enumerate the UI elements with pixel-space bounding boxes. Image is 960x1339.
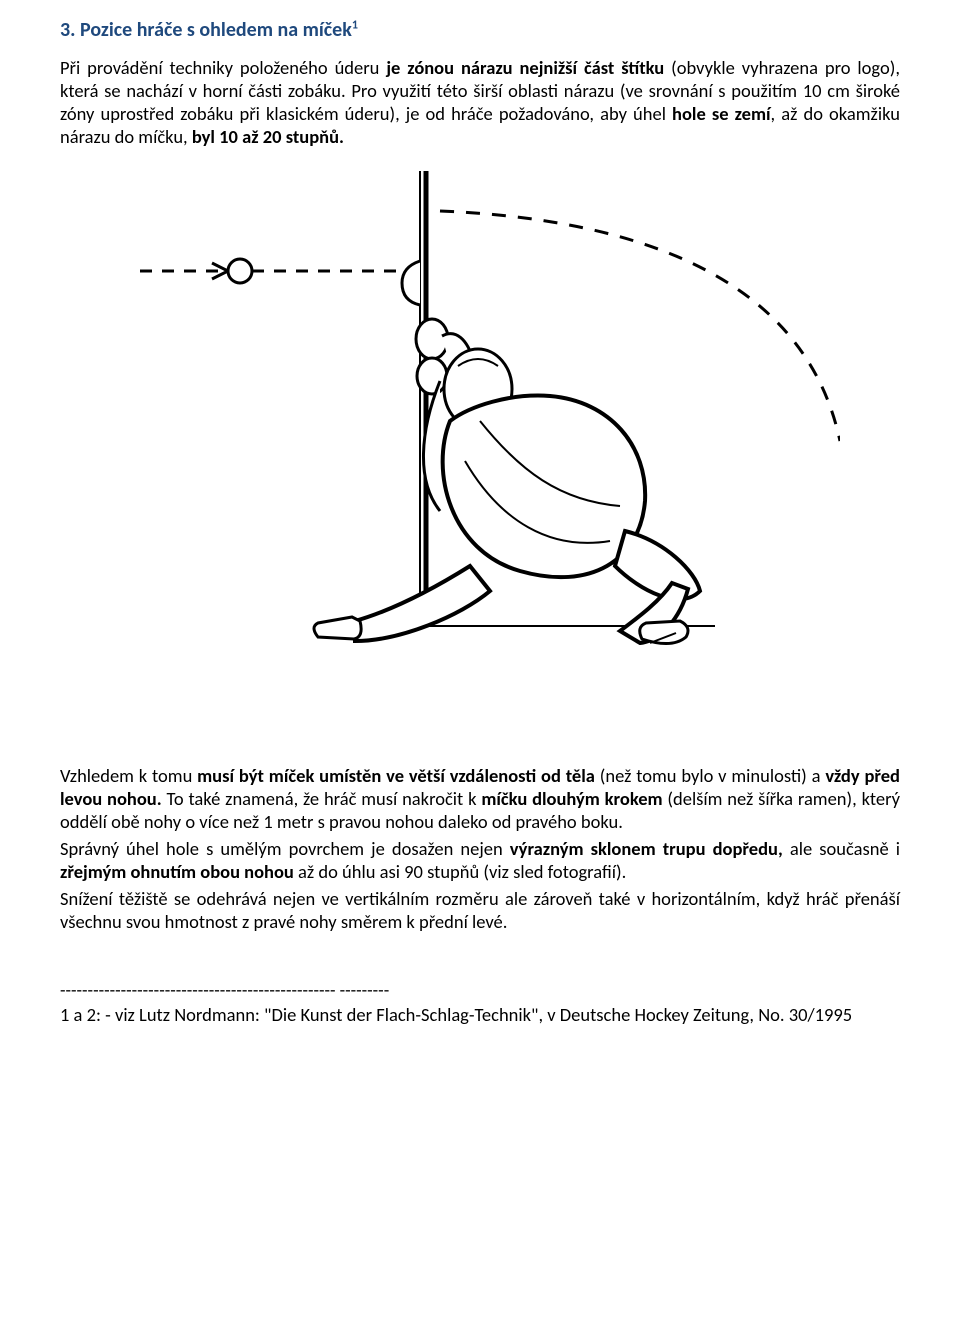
text-run-bold: míčku dlouhým krokem <box>481 787 667 810</box>
text-run-bold: výrazným sklonem trupu dopředu, <box>510 837 790 860</box>
paragraph-1: Při provádění techniky položeného úderu … <box>60 56 900 149</box>
text-run: Snížení těžiště se odehrává nejen ve ver… <box>60 887 900 933</box>
text-run: To také znamená, že hráč musí nakročit k <box>167 787 482 810</box>
text-run: Správný úhel hole s umělým povrchem je d… <box>60 837 510 860</box>
paragraph-3: Správný úhel hole s umělým povrchem je d… <box>60 837 900 883</box>
figure-container <box>60 171 900 736</box>
text-run-bold: zřejmým ohnutím obou nohou <box>60 860 298 883</box>
section-heading: 3. Pozice hráče s ohledem na míček1 <box>60 18 900 42</box>
heading-footnote-ref: 1 <box>352 18 358 32</box>
text-run: až do úhlu asi 90 stupňů (viz sled fotog… <box>298 860 626 883</box>
paragraph-2: Vzhledem k tomu musí být míček umístěn v… <box>60 764 900 833</box>
text-run: Vzhledem k tomu <box>60 764 197 787</box>
text-run-bold: hole se zemí <box>672 102 771 125</box>
text-run-bold: je zónou nárazu nejnižší část štítku <box>386 56 671 79</box>
footnote-divider: ----------------------------------------… <box>60 979 900 1001</box>
text-run-bold: byl 10 až 20 stupňů. <box>192 125 344 148</box>
footnote-text: 1 a 2: - viz Lutz Nordmann: "Die Kunst d… <box>60 1003 900 1026</box>
text-run-bold: musí být míček umístěn ve větší vzdáleno… <box>197 764 600 787</box>
text-run: ale současně i <box>790 837 900 860</box>
heading-text: 3. Pozice hráče s ohledem na míček <box>60 18 352 42</box>
text-run: Při provádění techniky položeného úderu <box>60 56 386 79</box>
text-run: (než tomu bylo v minulosti) a <box>600 764 826 787</box>
paragraph-4: Snížení těžiště se odehrává nejen ve ver… <box>60 887 900 933</box>
player-diagram <box>120 171 840 731</box>
